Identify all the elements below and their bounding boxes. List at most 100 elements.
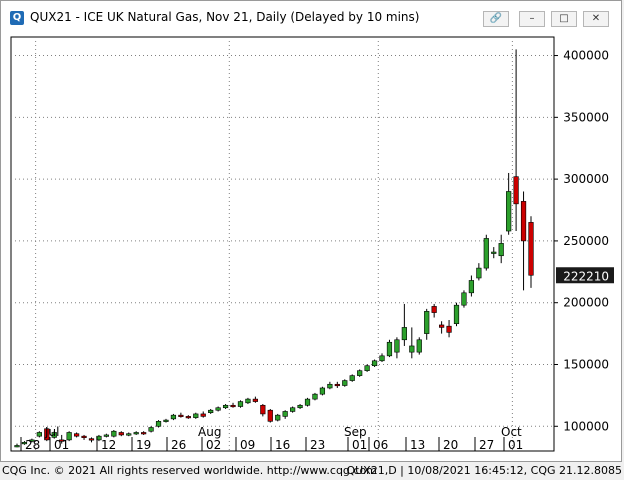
close-icon[interactable]: ✕ (583, 11, 609, 27)
window-title: QUX21 - ICE UK Natural Gas, Nov 21, Dail… (30, 10, 420, 24)
y-tick-label: 200000 (563, 296, 609, 310)
candle-down (81, 435, 87, 438)
candle-up (290, 407, 296, 412)
y-tick-label: 250000 (563, 234, 609, 248)
chart-area[interactable]: 100000 150000 200000 250000 300000 350000 4000… (9, 35, 615, 455)
x-tick-label: 09 (240, 438, 255, 452)
minimize-icon[interactable]: – (519, 11, 545, 27)
last-price-box (556, 267, 614, 284)
candle-up (312, 393, 318, 400)
candlestick-chart: 100000 150000 200000 250000 300000 350000 4000… (9, 35, 615, 455)
candle-up (379, 355, 385, 362)
candle-up (461, 292, 467, 306)
x-tick-label: 28 (25, 438, 40, 452)
candle-down (230, 404, 236, 408)
candle-up (401, 327, 407, 341)
candle-down (59, 439, 65, 442)
candle-up (394, 339, 400, 353)
y-tick-label: 400000 (563, 49, 609, 63)
y-tick-label: 350000 (563, 110, 609, 124)
candle-down (178, 414, 184, 417)
candle-up (148, 427, 154, 432)
link-icon[interactable]: 🔗 (483, 11, 509, 27)
candle-up (237, 401, 244, 407)
candle-down (267, 409, 273, 422)
candle-up (468, 280, 475, 294)
candle-down (438, 324, 445, 328)
candle-up (215, 407, 221, 411)
candle-up (491, 251, 497, 254)
candle-up (297, 404, 303, 409)
chart-window: Q QUX21 - ICE UK Natural Gas, Nov 21, Da… (0, 0, 622, 462)
candle-down (431, 306, 437, 313)
candle-down (520, 201, 527, 242)
x-tick-label: 16 (275, 438, 290, 452)
candle-down (73, 433, 80, 437)
candle-up (14, 445, 20, 448)
last-price-label: 222210 (563, 269, 609, 283)
candle-up (245, 398, 251, 404)
candle-up (506, 191, 512, 232)
candle-down (141, 432, 147, 435)
candle-up (371, 360, 378, 367)
candle-down (528, 222, 534, 276)
candle-up (66, 432, 72, 441)
candle-up (126, 433, 132, 436)
candle-up (424, 311, 430, 334)
candle-up (275, 414, 281, 421)
candle-up (327, 383, 333, 389)
candle-up (453, 304, 460, 325)
x-tick-label: 23 (310, 438, 325, 452)
copyright-text: CQG Inc. © 2021 All rights reserved worl… (2, 464, 377, 477)
candle-up (357, 370, 363, 376)
candle-down (334, 383, 340, 387)
x-tick-label: 26 (171, 438, 186, 452)
x-tick-label: 13 (410, 438, 425, 452)
candle-up (364, 365, 370, 371)
candle-up (208, 409, 214, 413)
candle-up (416, 339, 422, 353)
candle-up (222, 404, 229, 409)
candle-up (498, 243, 504, 257)
candle-up (193, 413, 199, 418)
x-tick-label: 01 (54, 438, 69, 452)
candle-up (29, 439, 35, 442)
candle-up (304, 398, 311, 406)
y-tick-label: 300000 (563, 172, 609, 186)
candle-down (252, 398, 258, 402)
candle-down (513, 176, 519, 205)
y-tick-label: 150000 (563, 357, 609, 371)
candle-up (103, 434, 110, 437)
symbol-timestamp-text: QUX21,D | 10/08/2021 16:45:12, CQG 21.12… (346, 464, 622, 477)
month-label: Jul (44, 425, 59, 439)
status-bar: CQG Inc. © 2021 All rights reserved worl… (0, 462, 624, 480)
candle-down (446, 325, 452, 333)
candle-up (476, 267, 482, 279)
candle-up (163, 419, 169, 422)
x-tick-label: 27 (479, 438, 494, 452)
y-tick-label: 100000 (563, 419, 609, 433)
candle-up (36, 432, 42, 437)
candle-up (21, 442, 28, 445)
candle-down (200, 413, 206, 417)
title-bar[interactable]: Q QUX21 - ICE UK Natural Gas, Nov 21, Da… (1, 1, 621, 35)
maximize-icon[interactable]: □ (551, 11, 577, 27)
candle-up (170, 414, 177, 420)
candle-up (483, 238, 489, 269)
x-tick-label: 01 (508, 438, 523, 452)
x-tick-label: 06 (373, 438, 388, 452)
candle-up (133, 432, 139, 435)
candle-down (44, 428, 50, 441)
candle-down (118, 432, 124, 436)
candle-up (319, 387, 326, 395)
x-tick-label: 20 (443, 438, 458, 452)
candle-up (409, 345, 415, 353)
x-tick-label: 02 (206, 438, 221, 452)
month-label: Aug (198, 425, 221, 439)
candle-down (88, 438, 95, 441)
candle-up (386, 341, 393, 357)
candle-up (51, 432, 57, 438)
x-tick-label: 01 (352, 438, 367, 452)
x-tick-label: 12 (101, 438, 116, 452)
cqg-app-icon: Q (10, 11, 24, 25)
